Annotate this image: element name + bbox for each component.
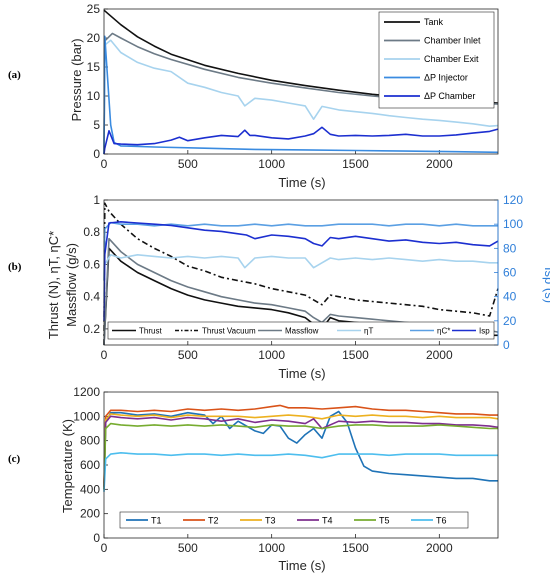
- panel-c-label: (c): [8, 453, 21, 465]
- panel-b-legend: Thrust Thrust Vacuum Massflow ηT ηC* Isp: [107, 321, 495, 340]
- legend-label: T2: [208, 516, 219, 526]
- panel-a-legend-box: [378, 11, 495, 109]
- panel-b: (b) Thrust (N), ηT, ηC* Massflow (g/s) I…: [8, 193, 550, 381]
- x-tick-label: 1500: [342, 157, 369, 171]
- series-line-isp: [103, 221, 499, 321]
- y-tick-label: 0: [93, 531, 100, 545]
- x-tick-label: 2000: [426, 348, 453, 362]
- x-tick-label: 1000: [258, 348, 285, 362]
- legend-label: T1: [151, 516, 162, 526]
- legend-label: Thrust: [139, 327, 162, 336]
- panel-b-xlabel: Time (s): [278, 366, 325, 381]
- y-tick-label: 1: [93, 193, 100, 207]
- y-tick-label: 0.8: [83, 225, 100, 239]
- panel-c-legend-box: [119, 511, 469, 529]
- legend-label: Isp: [479, 327, 490, 336]
- panel-a-xlabel: Time (s): [278, 175, 325, 190]
- panel-a-legend: Tank Chamber Inlet Chamber Exit ΔP Injector…: [378, 11, 495, 109]
- series-line-t4: [103, 415, 499, 487]
- series-line-thrust-vacuum: [103, 202, 499, 346]
- series-line--t: [103, 254, 498, 297]
- panel-c: (c) Temperature (K) Time (s) 0 500 1000 150…: [8, 385, 499, 573]
- legend-label: ηC*: [437, 327, 450, 336]
- y-tick-label: 20: [87, 31, 101, 45]
- legend-label: ΔP Injector: [424, 73, 468, 83]
- y-tick-label: 10: [87, 89, 101, 103]
- panel-b-ylabel-line1: Thrust (N), ηT, ηC*: [46, 231, 61, 339]
- x-tick-label: 0: [101, 157, 108, 171]
- y-tick-label: 400: [80, 482, 100, 496]
- series-line-t2: [103, 404, 498, 484]
- x-tick-label: 1000: [258, 541, 285, 555]
- panel-b-ylabel-line2: Massflow (g/s): [64, 243, 79, 327]
- x-tick-label: 500: [178, 541, 198, 555]
- legend-label: T3: [265, 516, 276, 526]
- panel-c-series: [103, 404, 499, 492]
- legend-label: Chamber Exit: [424, 54, 479, 64]
- y-tick-label: 15: [87, 60, 101, 74]
- panel-a: (a) Pressure (bar) Time (s) 0 500 1000 1500…: [8, 2, 499, 190]
- y-right-tick-label: 20: [503, 314, 517, 328]
- y-right-tick-label: 40: [503, 290, 517, 304]
- x-tick-label: 2000: [426, 157, 453, 171]
- series-line-t5: [103, 422, 498, 490]
- y-tick-label: 0.2: [83, 322, 100, 336]
- panel-b-legend-box: [107, 321, 495, 340]
- y-tick-label: 25: [87, 2, 101, 16]
- x-tick-label: 0: [101, 541, 108, 555]
- legend-label: T4: [322, 516, 333, 526]
- legend-label: T6: [436, 516, 447, 526]
- series-line--p-injector: [103, 35, 499, 155]
- panel-c-axes-box: [103, 391, 499, 539]
- legend-label: Chamber Inlet: [424, 36, 481, 46]
- series-line--p-chamber: [103, 126, 499, 155]
- panel-b-label: (b): [8, 261, 22, 273]
- x-tick-label: 500: [178, 348, 198, 362]
- panel-c-ylabel: Temperature (K): [60, 419, 75, 513]
- series-line-t1: [103, 410, 498, 490]
- y-right-tick-label: 120: [503, 193, 523, 207]
- series-line-t6: [103, 451, 498, 492]
- y-right-tick-label: 100: [503, 217, 523, 231]
- y-tick-label: 600: [80, 458, 100, 472]
- panel-c-legend: T1 T2 T3 T4 T5 T6: [119, 511, 469, 529]
- legend-label: Tank: [424, 17, 444, 27]
- panel-c-ticks: 0 500 1000 1500 2000 0 200 400 600 800 1000 1200: [73, 385, 453, 555]
- y-tick-label: 1000: [73, 409, 100, 423]
- legend-label: T5: [379, 516, 390, 526]
- x-tick-label: 1000: [258, 157, 285, 171]
- series-line--c-: [103, 221, 498, 281]
- x-tick-label: 0: [101, 348, 108, 362]
- series-line-t3: [103, 413, 499, 486]
- x-tick-label: 500: [178, 157, 198, 171]
- y-right-tick-label: 80: [503, 241, 517, 255]
- panel-a-axes-box: [103, 8, 499, 155]
- y-tick-label: 5: [93, 118, 100, 132]
- y-tick-label: 0.6: [83, 257, 100, 271]
- y-tick-label: 0: [93, 147, 100, 161]
- x-tick-label: 1500: [342, 348, 369, 362]
- legend-label: ΔP Chamber: [424, 91, 475, 101]
- y-tick-label: 1200: [73, 385, 100, 399]
- y-tick-label: 800: [80, 434, 100, 448]
- panel-b-ticks: 0 500 1000 1500 2000 0.2 0.4 0.6 0.8 1 0 20 40 60 80 10…: [83, 193, 523, 362]
- y-tick-label: 200: [80, 507, 100, 521]
- panel-a-label: (a): [8, 69, 21, 81]
- y-right-tick-label: 0: [503, 338, 510, 352]
- legend-label: ηT: [364, 327, 373, 336]
- x-tick-label: 1500: [342, 541, 369, 555]
- panel-c-xlabel: Time (s): [278, 558, 325, 573]
- y-tick-label: 0.4: [83, 290, 100, 304]
- series-line-chamber-exit: [103, 39, 499, 155]
- x-tick-label: 2000: [426, 541, 453, 555]
- y-right-tick-label: 60: [503, 266, 517, 280]
- legend-label: Massflow: [285, 327, 319, 336]
- legend-label: Thrust Vacuum: [202, 327, 256, 336]
- panel-a-ylabel: Pressure (bar): [69, 38, 84, 121]
- panel-b-ylabel-right: Isp (s): [542, 267, 550, 303]
